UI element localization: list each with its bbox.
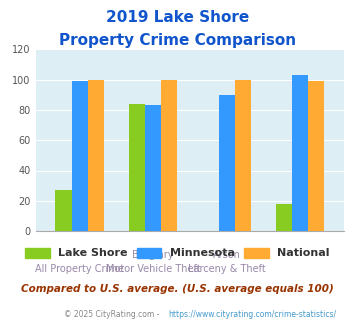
- Text: Motor Vehicle Theft: Motor Vehicle Theft: [106, 264, 201, 274]
- Bar: [219, 95, 235, 231]
- Bar: [88, 80, 104, 231]
- Bar: [235, 80, 251, 231]
- Bar: [145, 106, 161, 231]
- Text: © 2025 CityRating.com -: © 2025 CityRating.com -: [64, 310, 162, 319]
- Bar: [161, 80, 178, 231]
- Text: Burglary: Burglary: [132, 250, 174, 260]
- Bar: [55, 190, 72, 231]
- Bar: [276, 204, 292, 231]
- Bar: [72, 81, 88, 231]
- Text: Larceny & Theft: Larceny & Theft: [188, 264, 266, 274]
- Bar: [292, 75, 308, 231]
- Text: Arson: Arson: [213, 250, 241, 260]
- Text: Property Crime Comparison: Property Crime Comparison: [59, 33, 296, 48]
- Text: Compared to U.S. average. (U.S. average equals 100): Compared to U.S. average. (U.S. average …: [21, 284, 334, 294]
- Text: All Property Crime: All Property Crime: [35, 264, 124, 274]
- Legend: Lake Shore, Minnesota, National: Lake Shore, Minnesota, National: [21, 243, 334, 263]
- Text: https://www.cityrating.com/crime-statistics/: https://www.cityrating.com/crime-statist…: [169, 310, 337, 319]
- Text: 2019 Lake Shore: 2019 Lake Shore: [106, 10, 249, 25]
- Bar: [308, 81, 324, 231]
- Bar: [129, 104, 145, 231]
